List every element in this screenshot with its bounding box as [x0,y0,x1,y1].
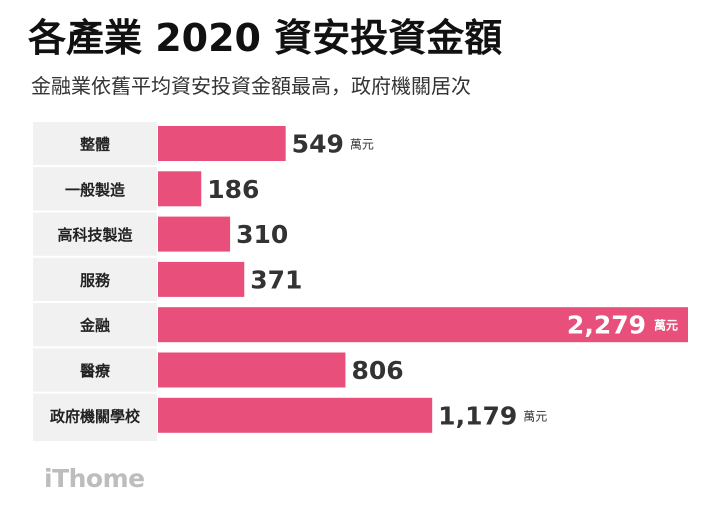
unit-label: 萬元 [654,318,678,333]
unit-label: 萬元 [523,409,547,423]
value-label: 310 [236,220,288,249]
category-label: 整體 [80,136,110,154]
category-label: 金融 [79,317,110,335]
bar [158,216,231,252]
category-label: 高科技製造 [57,226,132,244]
category-label: 政府機關學校 [50,407,141,425]
unit-label: 萬元 [350,138,374,152]
chart-subtitle: 金融業依舊平均資安投資金額最高，政府機關居次 [31,74,471,98]
bar [158,171,202,207]
category-label-panel [33,122,157,442]
category-label: 服務 [80,271,111,289]
value-label: 806 [351,356,403,385]
bar [158,352,346,388]
bar [158,261,245,297]
bar [158,307,688,343]
bar [158,397,433,433]
value-label: 371 [250,265,302,294]
value-label: 1,179 [438,401,517,430]
ithome-logo: iThome [44,464,145,493]
category-label: 醫療 [80,362,111,380]
value-label: 186 [207,175,259,204]
chart-title: 各產業 2020 資安投資金額 [28,16,503,60]
value-label: 549 [292,130,344,159]
category-label: 一般製造 [65,181,125,199]
value-label: 2,279 [567,311,646,340]
bar [158,126,286,161]
